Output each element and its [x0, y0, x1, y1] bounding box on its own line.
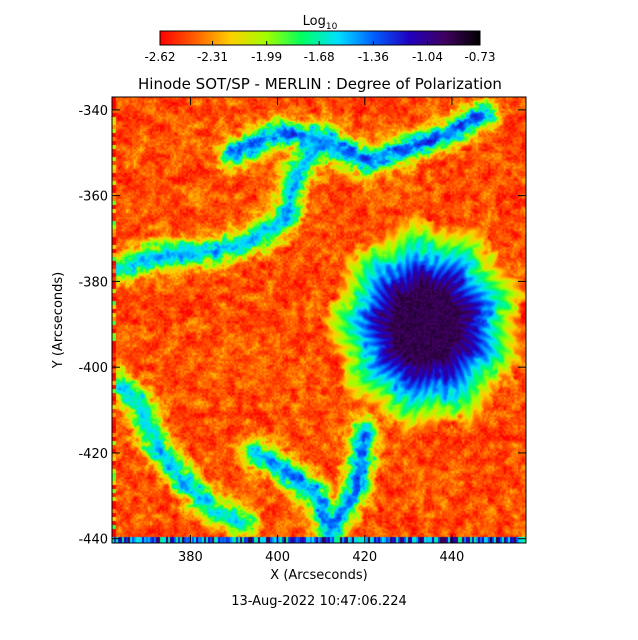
y-tick-label: -400 [78, 361, 108, 376]
x-tick-label: 440 [440, 550, 465, 565]
colorbar-label: Log10 [303, 14, 338, 32]
y-axis-label: Y (Arcseconds) [51, 272, 66, 369]
colorbar-ticks: -2.62 -2.31 -1.99 -1.68 -1.36 -1.04 -0.73 [144, 41, 496, 64]
colorbar-tick-label: -1.68 [304, 50, 335, 64]
y-tick-label: -380 [78, 275, 108, 290]
y-tick-label: -340 [78, 104, 108, 119]
colorbar-tick-label: -0.73 [464, 50, 495, 64]
plot-frame [111, 96, 527, 544]
x-axis-label: X (Arcseconds) [270, 568, 367, 583]
y-tick-label: -360 [78, 190, 108, 205]
colorbar-gradient [160, 31, 480, 45]
timestamp: 13-Aug-2022 10:47:06.224 [231, 594, 407, 609]
colorbar-tick-label: -1.04 [412, 50, 443, 64]
x-tick-label: 420 [352, 550, 377, 565]
colorbar-tick-label: -2.31 [197, 50, 228, 64]
x-tick-label: 400 [265, 550, 290, 565]
x-tick-label: 380 [178, 550, 203, 565]
chart-title: Hinode SOT/SP - MERLIN : Degree of Polar… [138, 75, 502, 93]
axis-ticks: 380 400 420 440 -340 -360 -380 -400 -420 -440 [78, 97, 526, 565]
heatmap-canvas [112, 97, 526, 543]
colorbar-tick-label: -1.36 [358, 50, 389, 64]
y-tick-label: -420 [78, 447, 108, 462]
heatmap-plot [111, 96, 527, 544]
colorbar-tick-label: -1.99 [251, 50, 282, 64]
y-tick-label: -440 [78, 533, 108, 548]
colorbar-tick-label: -2.62 [144, 50, 175, 64]
colorbar-frame [159, 30, 481, 46]
colorbar: Log10 -2.62 -2.31 -1.99 -1.68 -1.36 -1.04 -0.7… [144, 14, 495, 64]
